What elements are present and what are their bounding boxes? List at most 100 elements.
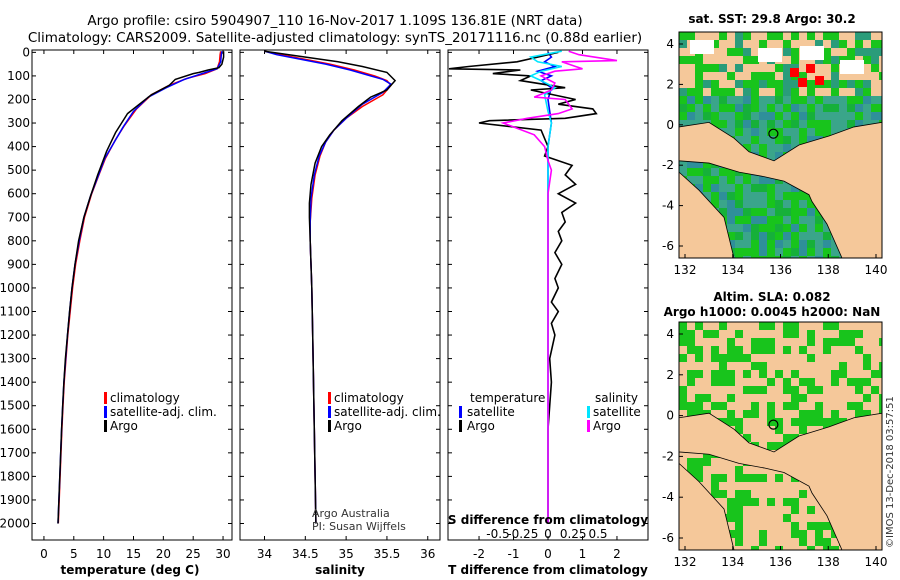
map-cell [687, 458, 695, 466]
map-cell [743, 192, 751, 200]
map-cell [743, 248, 751, 256]
map-cell [799, 256, 807, 258]
map-cell [807, 72, 815, 80]
map-cell [727, 48, 735, 56]
map-cell [727, 322, 735, 330]
map-cell [863, 72, 871, 80]
map-cell [783, 418, 791, 426]
map-cell [735, 184, 743, 192]
map-cell [823, 104, 831, 112]
map-cell [839, 410, 847, 418]
sst-map-image: 132 134 136 138 140 4 2 0 -2 -4 -6 [662, 31, 887, 277]
map-cell [807, 386, 815, 394]
depth-tick-label: 800 [7, 234, 30, 248]
map-cell [783, 64, 791, 72]
map-x-tick-label: 134 [721, 555, 744, 569]
map-cell [815, 120, 823, 128]
map-cell [807, 104, 815, 112]
map-cell [767, 176, 775, 184]
legend-argo: Argo [334, 419, 362, 433]
depth-tick-label: 1400 [0, 375, 30, 389]
map-y-tick-label: -4 [662, 490, 674, 504]
map-cell [743, 48, 751, 56]
map-cell [767, 346, 775, 354]
map-cell [863, 32, 871, 40]
map-cell [719, 200, 727, 208]
map-cell [711, 88, 719, 96]
x-tick-label: 35.5 [374, 547, 401, 561]
temperature-xlabel: temperature (deg C) [61, 563, 200, 577]
map-cell [751, 32, 759, 40]
map-cell [855, 338, 863, 346]
map-cell [791, 120, 799, 128]
series-argo [264, 50, 397, 524]
map-cell [823, 40, 831, 48]
map-cell [743, 522, 751, 530]
map-cell [727, 56, 735, 64]
map-cell [871, 330, 879, 338]
map-cell [759, 96, 767, 104]
map-cell [783, 530, 791, 538]
s-tick-label: -0.25 [507, 527, 538, 541]
map-cell [679, 370, 687, 378]
map-cell [871, 322, 879, 330]
map-cell [695, 80, 703, 88]
map-cell [703, 72, 711, 80]
sst-map-title: sat. SST: 29.8 Argo: 30.2 [688, 12, 855, 26]
map-cell [855, 322, 863, 330]
map-cell [703, 56, 711, 64]
map-cell [879, 354, 882, 362]
map-cell [751, 40, 759, 48]
map-cell [879, 88, 882, 96]
map-cell [863, 402, 871, 410]
map-cell [743, 506, 751, 514]
map-cell [855, 410, 863, 418]
map-cell [767, 442, 775, 450]
map-cell [807, 216, 815, 224]
map-cell [759, 152, 767, 160]
map-cell [783, 546, 791, 550]
map-cell [727, 240, 735, 248]
map-cell [767, 232, 775, 240]
map-cell [799, 506, 807, 514]
sla-map-image: 132 134 136 138 140 4 2 0 -2 -4 -6 [662, 321, 887, 569]
depth-tick-label: 100 [7, 69, 30, 83]
map-cell [847, 410, 855, 418]
map-cell [799, 104, 807, 112]
map-cell [767, 338, 775, 346]
series-salinity-argo [500, 50, 618, 524]
map-cell [703, 354, 711, 362]
map-cell [791, 88, 799, 96]
map-cell [719, 208, 727, 216]
x-tick-label: 2 [613, 547, 621, 561]
map-cell [815, 362, 823, 370]
credit-line-1: Argo Australia [312, 507, 390, 520]
legend-swatch-argo [328, 420, 331, 432]
map-cell [815, 104, 823, 112]
map-cell [695, 96, 703, 104]
map-cell [743, 354, 751, 362]
map-cell [711, 176, 719, 184]
map-cell [743, 144, 751, 152]
map-cell [711, 378, 719, 386]
map-cell [799, 40, 807, 48]
map-cell [823, 538, 831, 546]
map-cell [751, 386, 759, 394]
map-cell [687, 96, 695, 104]
map-cell [871, 64, 879, 72]
map-cell [847, 80, 855, 88]
map-cell [711, 48, 719, 56]
map-cell [791, 248, 799, 256]
difference-x-ticks: -2 -1 0 1 2 [473, 50, 621, 561]
map-cell [799, 490, 807, 498]
map-cell [743, 80, 751, 88]
map-cell [783, 538, 791, 546]
map-cell [799, 354, 807, 362]
map-cell [727, 40, 735, 48]
map-cell [783, 200, 791, 208]
legend-swatch-t-satellite [459, 406, 462, 418]
map-cell [767, 370, 775, 378]
map-cell [695, 112, 703, 120]
map-cell [775, 506, 783, 514]
map-cell [735, 378, 743, 386]
